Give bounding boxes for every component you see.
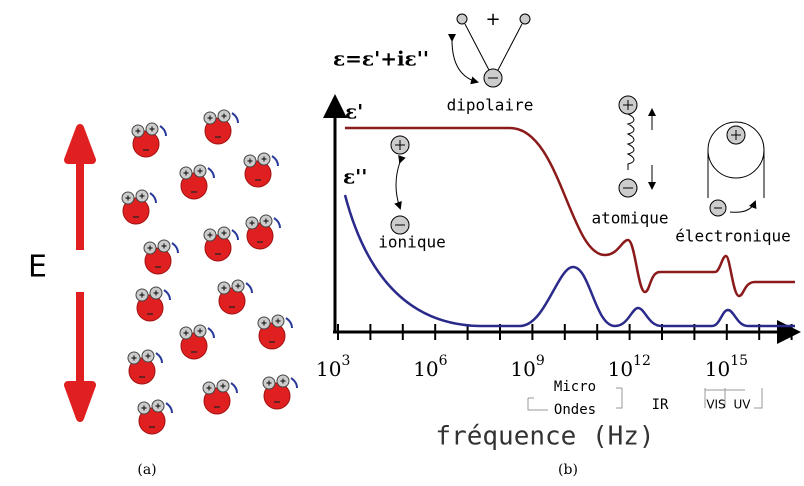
molecule bbox=[180, 325, 214, 359]
tick-exponent: 6 bbox=[439, 353, 448, 369]
tick-exponent: 9 bbox=[536, 353, 545, 369]
molecule bbox=[246, 215, 280, 249]
curve-label: ε'' bbox=[343, 165, 367, 189]
dipole-icon bbox=[447, 13, 531, 88]
tick-exponent: 3 bbox=[341, 353, 350, 369]
molecule bbox=[218, 280, 252, 314]
molecule bbox=[138, 400, 172, 434]
tick-label: 109 bbox=[510, 353, 544, 381]
molecule bbox=[263, 375, 297, 409]
molecule bbox=[122, 190, 156, 224]
tick-base: 10 bbox=[413, 357, 438, 381]
tick-base: 10 bbox=[316, 357, 341, 381]
molecule bbox=[144, 240, 178, 274]
real-curve bbox=[345, 126, 795, 298]
molecule bbox=[132, 123, 166, 157]
ion-icon bbox=[390, 135, 410, 235]
tick-label: 103 bbox=[316, 353, 350, 381]
molecule bbox=[204, 227, 238, 261]
tick-label: 1012 bbox=[608, 353, 651, 381]
molecule bbox=[258, 315, 292, 349]
tick-label: 106 bbox=[413, 353, 447, 381]
caption: (b) bbox=[558, 462, 578, 478]
molecules bbox=[122, 110, 297, 434]
band-label: IR bbox=[652, 397, 669, 413]
axis-label: fréquence (Hz) bbox=[435, 422, 654, 452]
electron-icon bbox=[707, 121, 765, 217]
tick-base: 10 bbox=[705, 357, 730, 381]
mechanism-label: électronique bbox=[675, 227, 791, 246]
caption: (a) bbox=[137, 462, 156, 478]
molecule bbox=[128, 350, 162, 384]
band-label: Ondes bbox=[554, 402, 596, 418]
atom-icon bbox=[618, 95, 656, 198]
mechanism-label: dipolaire bbox=[447, 96, 534, 115]
band-brackets bbox=[527, 387, 763, 411]
tick-labels: 103 106 109 1012 1015 bbox=[316, 353, 748, 381]
tick-base: 10 bbox=[510, 357, 535, 381]
plus-sign: + bbox=[485, 9, 500, 30]
band-label: Micro bbox=[554, 379, 596, 395]
band-label: UV bbox=[734, 398, 752, 412]
band-label: VIS bbox=[706, 398, 725, 412]
tick-label: 1015 bbox=[705, 353, 748, 381]
field-label: E bbox=[28, 250, 47, 285]
molecule bbox=[204, 110, 238, 144]
tick-exponent: 15 bbox=[730, 353, 748, 369]
field-arrows bbox=[64, 124, 96, 422]
curve-label: ε' bbox=[345, 100, 363, 124]
tick-base: 10 bbox=[608, 357, 633, 381]
mechanism-label: ionique bbox=[378, 233, 445, 252]
tick-marks bbox=[337, 324, 793, 340]
molecule bbox=[203, 380, 237, 414]
molecule bbox=[136, 287, 170, 321]
formula: ε=ε'+iε'' bbox=[333, 47, 429, 71]
imaginary-curve bbox=[343, 194, 795, 328]
tick-exponent: 12 bbox=[633, 353, 651, 369]
molecule bbox=[244, 153, 278, 187]
mechanism-label: atomique bbox=[591, 209, 668, 228]
molecule bbox=[180, 165, 214, 199]
